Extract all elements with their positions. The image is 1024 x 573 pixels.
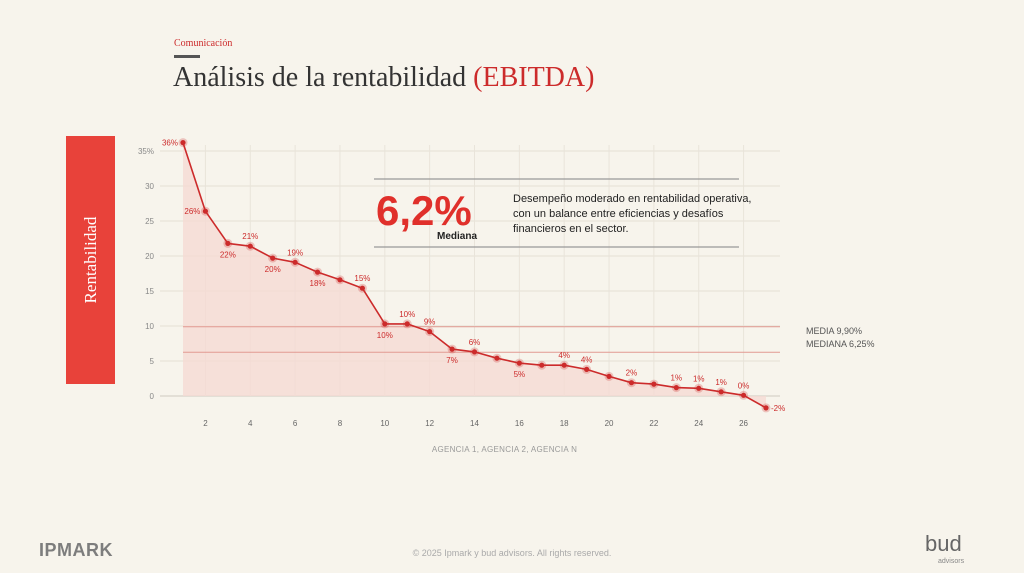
data-point xyxy=(718,389,724,395)
data-label: 19% xyxy=(287,248,303,257)
data-point xyxy=(494,355,500,361)
x-tick-label: 2 xyxy=(203,419,208,428)
data-label: 10% xyxy=(399,310,415,319)
x-tick-label: 12 xyxy=(425,419,434,428)
data-point xyxy=(225,240,231,246)
y-tick-label: 25 xyxy=(145,217,154,226)
x-tick-label: 26 xyxy=(739,419,748,428)
data-point xyxy=(584,366,590,372)
x-tick-label: 20 xyxy=(605,419,614,428)
title-accent: (EBITDA) xyxy=(473,62,595,93)
data-point xyxy=(696,385,702,391)
data-point xyxy=(247,243,253,249)
data-label: 5% xyxy=(514,370,526,379)
data-point xyxy=(359,285,365,291)
x-tick-label: 6 xyxy=(293,419,298,428)
data-label: 22% xyxy=(220,250,236,259)
data-point xyxy=(606,373,612,379)
data-point xyxy=(673,385,679,391)
data-label: 21% xyxy=(242,232,258,241)
data-point xyxy=(449,346,455,352)
bud-logo: bud xyxy=(925,531,962,556)
data-label: 26% xyxy=(184,207,200,216)
data-point xyxy=(740,392,747,398)
y-axis-band: Rentabilidad xyxy=(66,136,115,384)
data-point xyxy=(651,381,657,387)
y-tick-label: 30 xyxy=(145,182,154,191)
data-point xyxy=(292,259,298,265)
data-point xyxy=(628,380,635,386)
x-tick-label: 10 xyxy=(380,419,389,428)
kpi-value: 6,2% xyxy=(376,187,472,234)
y-tick-label: 5 xyxy=(150,357,155,366)
bud-logo-sub: advisors xyxy=(938,558,965,565)
data-point xyxy=(202,208,209,214)
x-axis-title: AGENCIA 1, AGENCIA 2, AGENCIA N xyxy=(432,445,577,454)
media-note: MEDIA 9,90% xyxy=(806,326,863,336)
y-tick-label: 35% xyxy=(138,147,154,156)
copyright-text: © 2025 Ipmark y bud advisors. All rights… xyxy=(412,548,612,558)
ipmark-logo: IPMARK xyxy=(39,540,113,560)
data-point xyxy=(270,255,276,261)
area-fill xyxy=(183,142,766,408)
y-tick-label: 20 xyxy=(145,252,154,261)
data-label: 7% xyxy=(446,356,458,365)
y-tick-label: 10 xyxy=(145,322,154,331)
data-point xyxy=(382,321,388,327)
data-label: 2% xyxy=(626,369,638,378)
data-label: 6% xyxy=(469,338,481,347)
x-tick-label: 24 xyxy=(694,419,703,428)
title-main: Análisis de la rentabilidad xyxy=(173,62,474,93)
data-label: 4% xyxy=(558,351,570,360)
y-tick-label: 15 xyxy=(145,287,154,296)
x-tick-label: 16 xyxy=(515,419,524,428)
data-label: 18% xyxy=(310,279,326,288)
data-point xyxy=(180,140,186,146)
data-label: 1% xyxy=(715,378,727,387)
x-tick-label: 8 xyxy=(338,419,343,428)
data-point xyxy=(763,405,769,411)
section-rule xyxy=(174,55,200,58)
data-label: 15% xyxy=(354,274,370,283)
data-point xyxy=(337,277,343,283)
data-point xyxy=(561,362,567,368)
y-tick-label: 0 xyxy=(150,392,155,401)
x-tick-label: 22 xyxy=(649,419,658,428)
x-tick-label: 4 xyxy=(248,419,253,428)
kpi-description: Desempeño moderado en rentabilidad opera… xyxy=(513,193,752,235)
data-point xyxy=(539,362,545,368)
x-tick-label: 14 xyxy=(470,419,479,428)
page-title: Análisis de la rentabilidad (EBITDA) xyxy=(173,62,594,94)
data-label: 36% xyxy=(162,139,178,148)
data-label: 20% xyxy=(265,265,281,274)
data-label: 4% xyxy=(581,355,593,364)
data-label: 0% xyxy=(738,381,750,390)
data-label: -2% xyxy=(771,404,785,413)
mediana-note: MEDIANA 6,25% xyxy=(806,339,875,349)
data-label: 1% xyxy=(671,374,683,383)
data-label: 1% xyxy=(693,374,705,383)
kpi-label: Mediana xyxy=(437,231,478,242)
data-point xyxy=(471,349,478,355)
data-point xyxy=(404,321,410,327)
section-label: Comunicación xyxy=(174,38,233,49)
x-tick-label: 18 xyxy=(560,419,569,428)
data-point xyxy=(314,269,321,275)
data-point xyxy=(516,360,522,366)
data-point xyxy=(427,329,433,335)
data-label: 9% xyxy=(424,318,436,327)
data-label: 10% xyxy=(377,331,393,340)
